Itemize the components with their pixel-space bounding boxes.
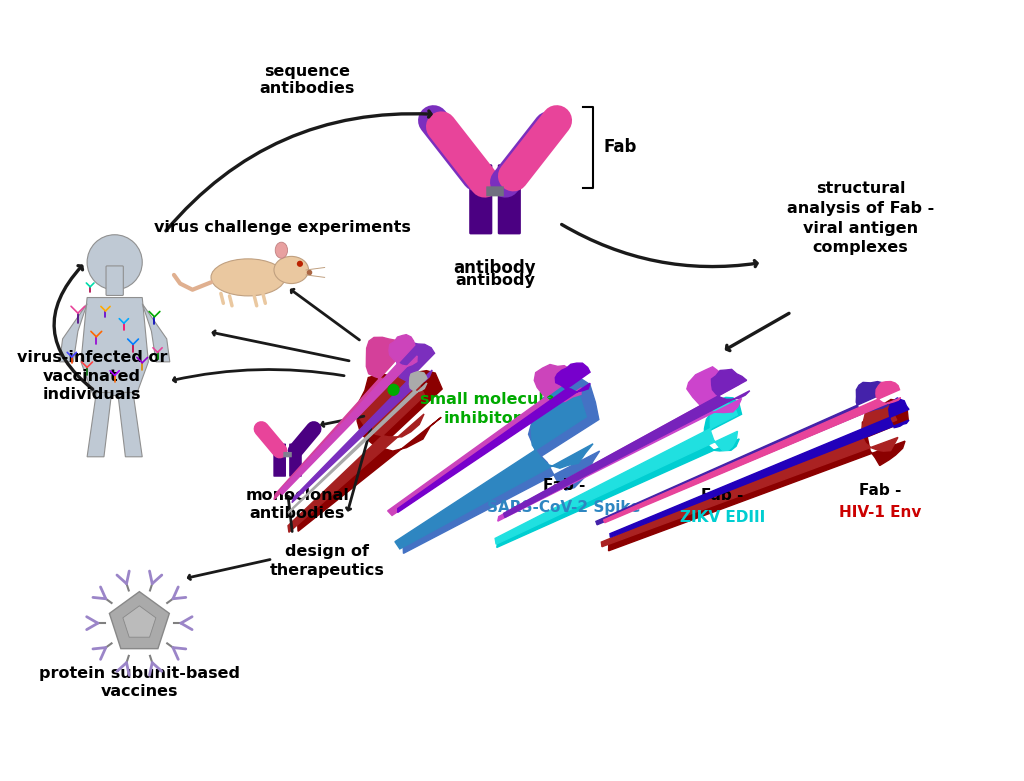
Polygon shape	[397, 363, 590, 512]
Polygon shape	[59, 304, 87, 362]
Polygon shape	[87, 393, 112, 457]
FancyBboxPatch shape	[469, 164, 493, 234]
Text: antibody: antibody	[454, 259, 537, 277]
Text: sequence
antibodies: sequence antibodies	[260, 63, 355, 96]
Text: protein subunit-based
vaccines: protein subunit-based vaccines	[39, 665, 240, 699]
Polygon shape	[601, 405, 898, 547]
Polygon shape	[142, 304, 170, 362]
Polygon shape	[274, 337, 406, 500]
Polygon shape	[288, 375, 425, 533]
Text: Fab: Fab	[603, 138, 637, 156]
Polygon shape	[81, 298, 148, 395]
Text: virus-infected or
vaccinated
individuals: virus-infected or vaccinated individuals	[16, 350, 167, 402]
FancyBboxPatch shape	[106, 266, 123, 295]
Text: Fab -: Fab -	[543, 478, 586, 494]
Polygon shape	[504, 369, 750, 518]
Ellipse shape	[211, 259, 285, 296]
Polygon shape	[110, 592, 169, 649]
Polygon shape	[289, 372, 427, 513]
Ellipse shape	[275, 242, 288, 259]
Polygon shape	[610, 398, 909, 537]
Circle shape	[87, 235, 142, 290]
Polygon shape	[496, 398, 737, 544]
Text: virus challenge experiments: virus challenge experiments	[155, 220, 411, 236]
Circle shape	[387, 383, 399, 396]
Polygon shape	[403, 377, 600, 554]
Polygon shape	[298, 371, 442, 531]
Circle shape	[297, 261, 303, 267]
Polygon shape	[603, 382, 901, 522]
Ellipse shape	[274, 256, 308, 284]
Polygon shape	[395, 387, 593, 549]
FancyBboxPatch shape	[498, 164, 521, 234]
Text: ZIKV EDIII: ZIKV EDIII	[680, 510, 765, 525]
Polygon shape	[608, 399, 908, 551]
Text: monoclonal
antibodies: monoclonal antibodies	[246, 488, 349, 522]
Text: design of
therapeutics: design of therapeutics	[269, 544, 385, 578]
Text: Fab -: Fab -	[859, 483, 901, 498]
FancyBboxPatch shape	[284, 452, 292, 458]
Polygon shape	[280, 334, 417, 494]
Polygon shape	[118, 393, 142, 457]
Text: structural
analysis of Fab -
viral antigen
complexes: structural analysis of Fab - viral antig…	[787, 181, 934, 255]
Text: antibody: antibody	[455, 273, 535, 288]
Polygon shape	[497, 398, 741, 547]
FancyBboxPatch shape	[486, 187, 504, 196]
Polygon shape	[596, 382, 890, 525]
Text: Fab -: Fab -	[701, 488, 743, 503]
Polygon shape	[388, 365, 582, 515]
Text: SARS-CoV-2 Spike: SARS-CoV-2 Spike	[487, 500, 641, 515]
Text: HIV-1 Env: HIV-1 Env	[839, 505, 922, 520]
Polygon shape	[123, 606, 156, 637]
Text: small molecule
inhibitors: small molecule inhibitors	[420, 392, 555, 426]
FancyBboxPatch shape	[273, 444, 286, 476]
Polygon shape	[292, 343, 434, 503]
Polygon shape	[498, 367, 741, 521]
FancyBboxPatch shape	[289, 444, 302, 476]
